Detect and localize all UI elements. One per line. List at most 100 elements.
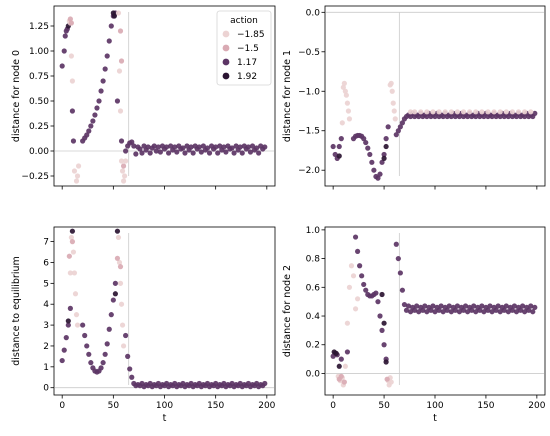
data-point <box>118 138 125 144</box>
y-tick-label: 3 <box>43 321 49 331</box>
y-tick-label: −2.0 <box>298 166 320 176</box>
data-point <box>114 98 121 104</box>
data-point <box>333 350 339 356</box>
data-point <box>420 307 426 313</box>
data-point <box>88 123 94 129</box>
data-point <box>373 290 379 296</box>
data-point <box>336 143 342 150</box>
data-point <box>120 163 127 169</box>
data-point <box>106 38 112 44</box>
data-point <box>153 148 159 154</box>
data-point <box>428 307 434 313</box>
y-tick-label: 1.00 <box>29 47 49 57</box>
data-point <box>381 320 387 326</box>
data-point <box>84 343 90 349</box>
data-point <box>253 145 260 151</box>
data-point <box>204 145 211 151</box>
y-tick-label: 0.6 <box>306 283 321 293</box>
data-point <box>395 255 401 262</box>
data-point <box>532 110 538 116</box>
data-point <box>84 132 90 138</box>
data-point <box>110 297 116 303</box>
y-axis-label: distance for node 0 <box>11 50 22 142</box>
x-tick-label: 200 <box>258 401 275 411</box>
data-point <box>72 291 79 297</box>
data-point <box>532 304 538 311</box>
data-point <box>479 303 485 309</box>
x-tick-label: 200 <box>528 401 545 411</box>
data-point <box>528 303 534 309</box>
data-point <box>391 108 397 114</box>
data-point <box>129 374 135 380</box>
data-point <box>65 322 71 328</box>
data-point <box>330 143 336 150</box>
data-point <box>526 307 532 313</box>
data-point <box>383 143 389 150</box>
y-tick-label: 0.0 <box>306 8 321 18</box>
data-point <box>454 303 461 309</box>
data-point <box>338 373 344 379</box>
legend-marker <box>222 58 230 66</box>
data-point <box>102 66 108 72</box>
data-point <box>68 20 74 26</box>
data-point <box>123 158 129 164</box>
data-point <box>231 150 237 156</box>
data-point <box>342 363 348 369</box>
data-point <box>407 109 414 115</box>
data-point <box>262 380 268 387</box>
data-point <box>346 116 353 122</box>
data-point <box>350 273 357 279</box>
data-point <box>448 109 454 115</box>
data-point <box>352 234 359 240</box>
data-point <box>354 248 361 255</box>
data-point <box>69 228 76 234</box>
data-point <box>163 144 170 150</box>
data-point <box>399 287 406 293</box>
data-point <box>389 88 395 94</box>
data-point <box>221 144 227 150</box>
data-point <box>485 307 491 313</box>
data-point <box>383 359 389 365</box>
chart-panel-3: 0 50 100 150 200 0.0 0.2 0.4 0.6 0.8 1.0 distance f… <box>282 226 546 424</box>
data-point <box>119 168 126 174</box>
x-tick-label: 150 <box>207 401 224 411</box>
legend-marker <box>222 30 230 38</box>
data-point <box>336 363 342 369</box>
data-point <box>118 58 125 64</box>
legend-entry-label: −1.85 <box>237 30 265 40</box>
x-tick-label: 0 <box>330 401 336 411</box>
data-point <box>412 307 418 313</box>
y-tick-label: −0.5 <box>298 48 320 58</box>
data-point <box>123 148 129 154</box>
data-point <box>137 146 143 152</box>
data-point <box>229 145 235 151</box>
x-tick-label: 100 <box>426 401 443 411</box>
data-point <box>174 149 180 155</box>
data-point <box>67 270 73 276</box>
data-point <box>114 255 121 261</box>
data-point <box>112 291 118 297</box>
data-point <box>125 353 131 359</box>
legend: action −1.85 −1.5 1.17 1.92 <box>216 10 272 86</box>
data-point <box>424 309 430 315</box>
data-point <box>522 309 528 315</box>
data-point <box>363 287 369 293</box>
data-point <box>71 270 78 276</box>
data-point <box>104 53 110 59</box>
data-point <box>491 109 497 115</box>
y-tick-label: 4 <box>43 300 49 310</box>
y-tick-label: 0.25 <box>29 122 49 132</box>
data-point <box>68 234 74 241</box>
data-point <box>332 151 338 158</box>
data-point <box>88 360 94 366</box>
data-point <box>456 309 463 315</box>
data-point <box>69 78 76 84</box>
data-point <box>503 109 509 115</box>
data-point <box>200 143 206 149</box>
data-point <box>381 342 387 348</box>
data-point <box>115 10 122 16</box>
data-point <box>86 351 92 357</box>
data-point <box>414 303 420 309</box>
